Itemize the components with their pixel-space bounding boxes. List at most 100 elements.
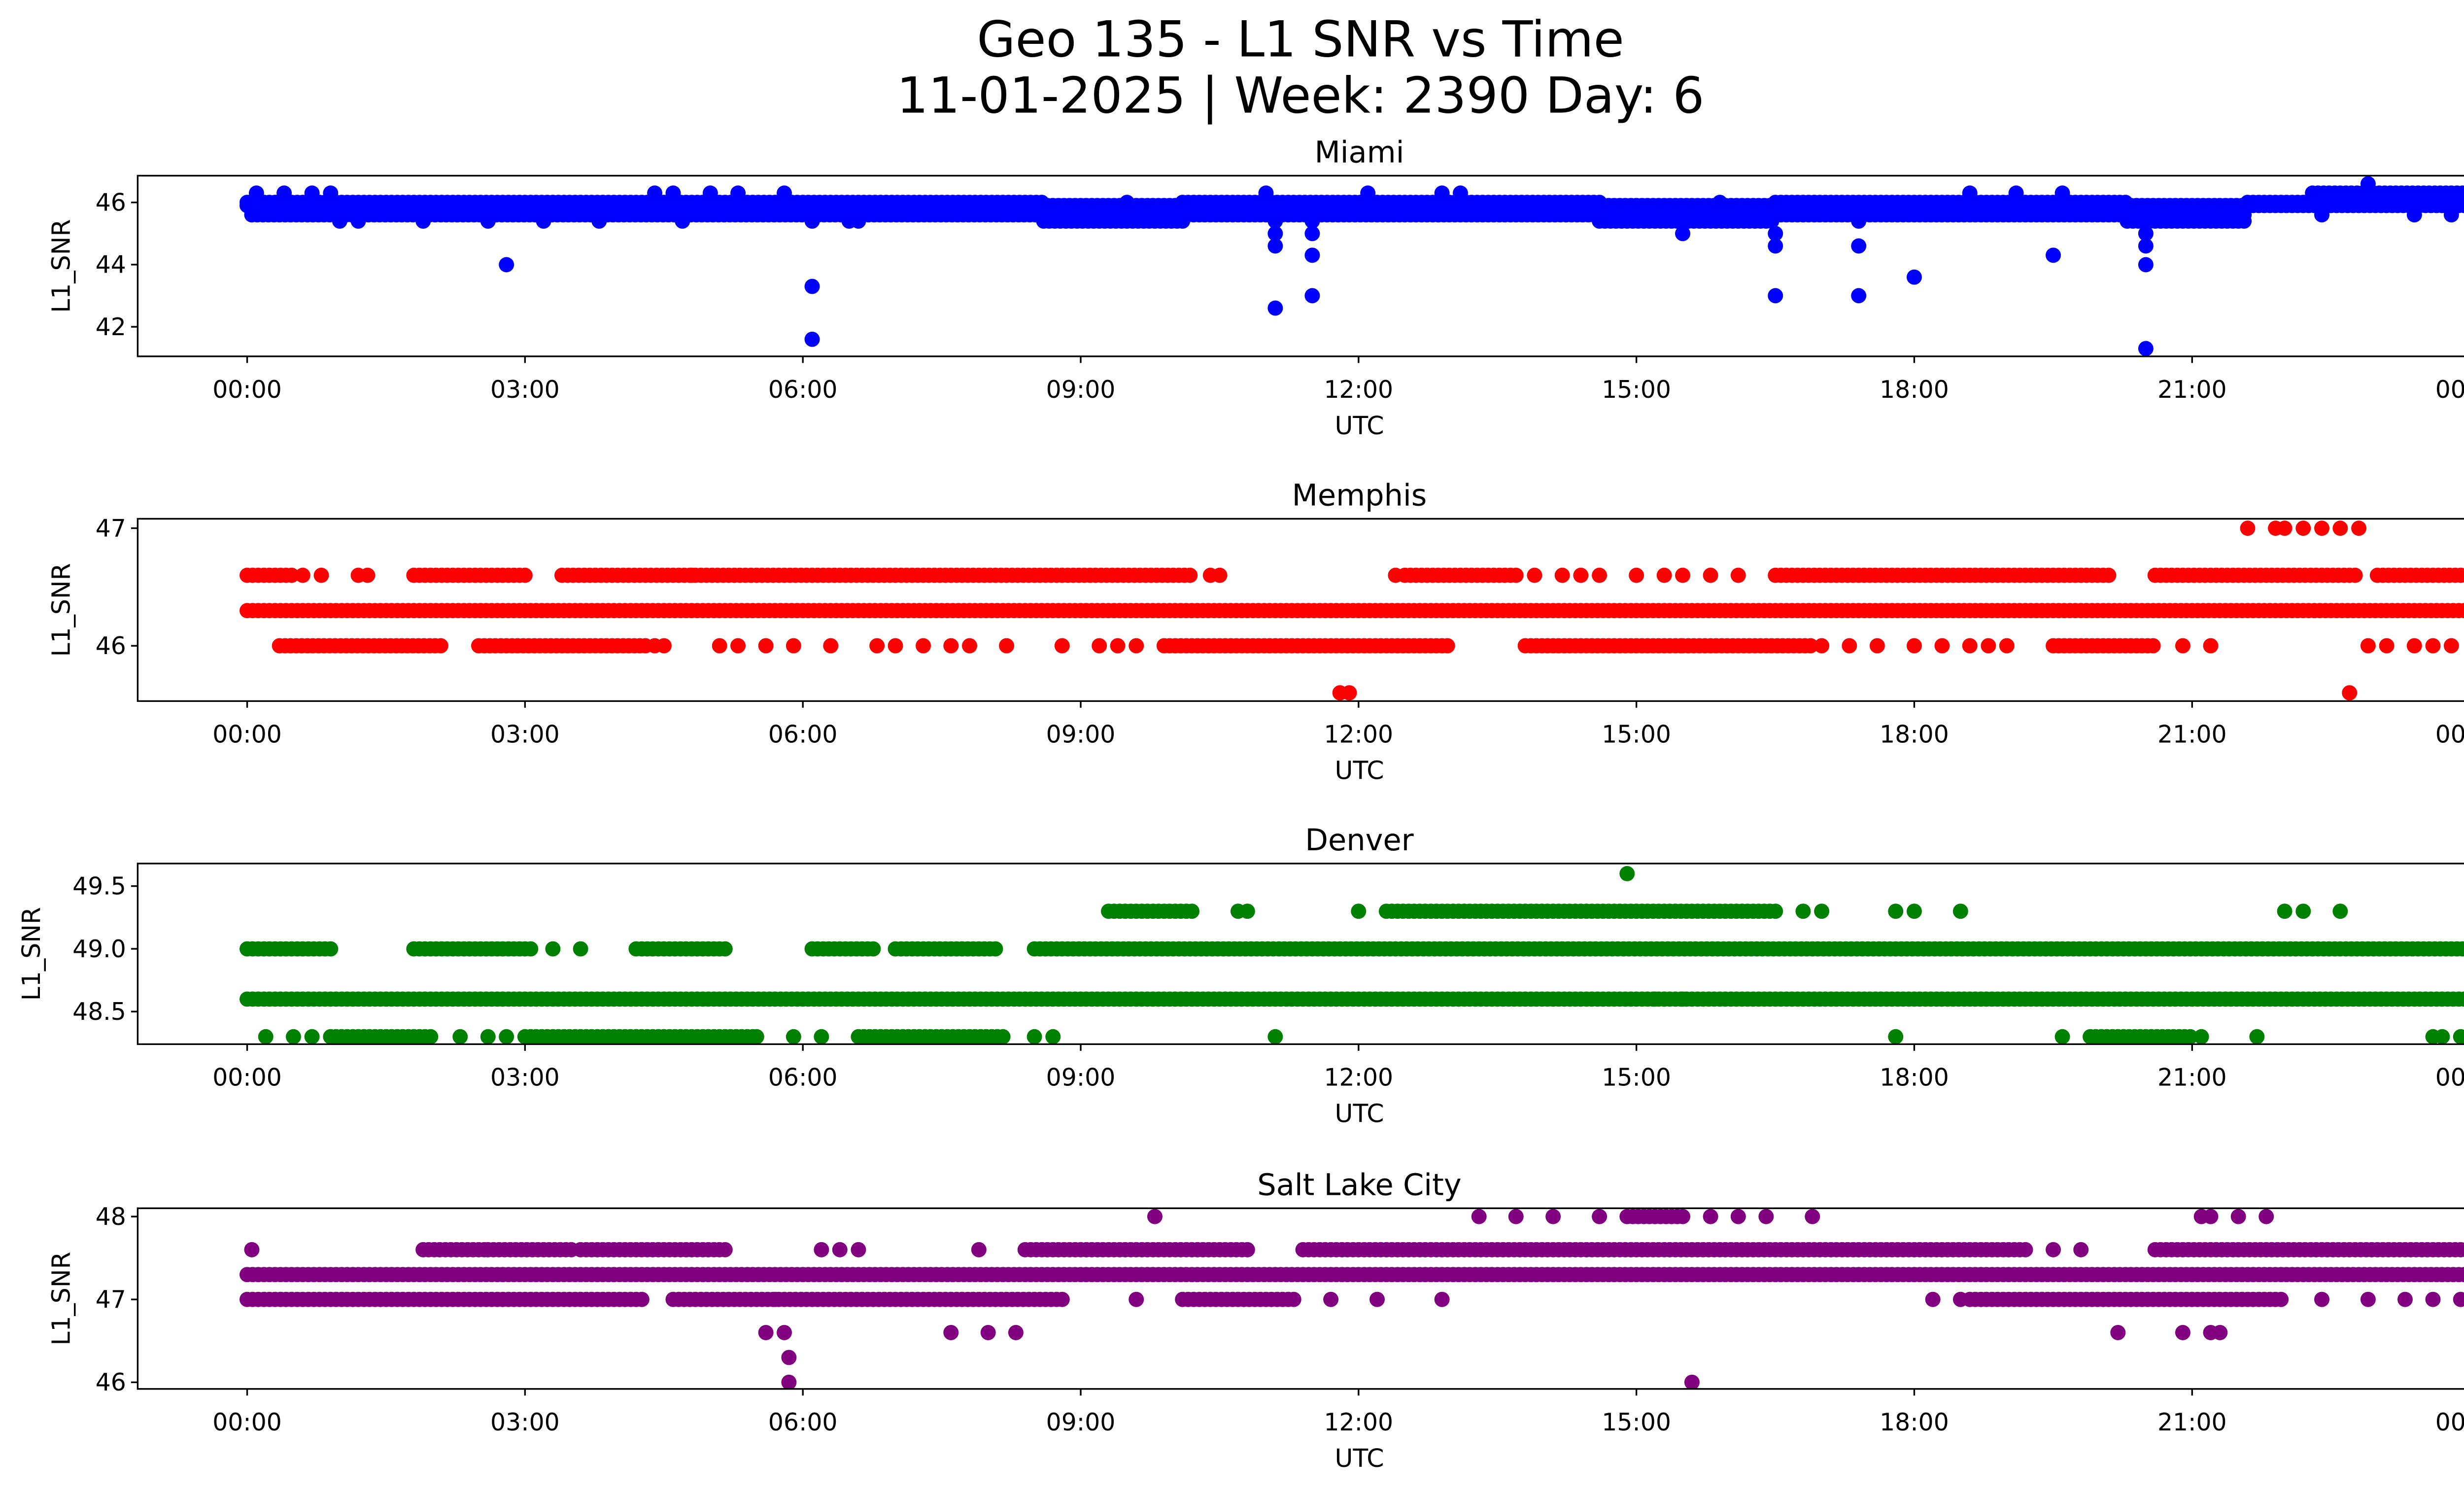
data-point [2145,638,2161,654]
y-tick-label: 48.5 [72,998,126,1026]
data-point [1027,1029,1042,1044]
data-point [1304,247,1320,263]
data-point [1129,638,1144,654]
data-point [304,1029,320,1044]
data-point [2212,1325,2228,1340]
x-tick-label: 00:00 [212,720,282,748]
x-tick-label: 06:00 [768,1408,838,1436]
x-tick-label: 15:00 [1602,720,1671,748]
data-point [684,567,700,583]
y-axis-label: L1_SNR [17,907,46,1001]
data-point [1768,226,1783,242]
data-point [545,941,561,957]
x-tick-label: 03:00 [490,1063,560,1091]
x-tick-label: 03:00 [490,376,560,404]
data-point [1934,638,1950,654]
data-point [2453,1029,2464,1044]
data-point [1730,567,1746,583]
data-point [814,1029,829,1044]
data-point [1906,269,1922,285]
data-point [2193,1029,2209,1044]
data-point [730,185,746,201]
data-point [995,1029,1011,1044]
subplot-title: Memphis [1292,479,1427,513]
data-point [1814,904,1830,919]
data-point [480,213,496,229]
data-point [1712,195,1728,210]
x-tick-label: 06:00 [768,720,838,748]
x-tick-label: 00:00 [212,1408,282,1436]
data-point [248,185,264,201]
y-tick-label: 47 [96,514,126,542]
data-point [2347,567,2363,583]
data-point [2236,207,2252,223]
x-tick-label: 09:00 [1046,1063,1116,1091]
data-point [1388,567,1403,583]
data-point [2046,247,2061,263]
data-point [1592,567,1608,583]
data-point [1656,991,1672,1007]
data-point [1962,185,1978,201]
data-point [2118,195,2133,210]
data-point [1703,1209,1718,1224]
data-point [767,1291,783,1307]
data-point [869,638,885,654]
x-tick-label: 00:00 [2435,1063,2464,1091]
scatter-series-memphis [240,521,2464,701]
data-point [1508,1209,1524,1224]
data-point [2249,1029,2265,1044]
data-point [781,1350,797,1365]
data-point [2443,207,2459,223]
data-point [804,278,820,294]
data-point [1675,567,1691,583]
data-point [1952,1291,1968,1307]
data-point [1684,1374,1700,1389]
data-point [433,638,448,654]
x-tick-label: 06:00 [768,376,838,404]
x-tick-label: 21:00 [2157,720,2227,748]
subplots: Miami 42 44 46 00:00 03:00 06:00 09:00 12:00 15:0… [17,136,2464,1473]
data-point [1147,1209,1163,1224]
data-point [804,213,820,229]
subplot-denver: Denver 48.5 49.0 49.5 00:00 03:00 06:00 09:00 12… [17,823,2464,1128]
data-point [2277,904,2293,919]
data-point [943,638,959,654]
x-tick-label: 21:00 [2157,376,2227,404]
data-point [999,638,1015,654]
data-point [2138,341,2154,356]
data-point [2259,1209,2274,1224]
data-point [2457,1267,2464,1283]
data-point [851,213,866,229]
data-point [1212,567,1228,583]
data-point [2443,638,2459,654]
data-point [1054,638,1070,654]
data-point [832,1242,848,1257]
data-point [1758,1209,1774,1224]
subplot-title: Denver [1305,823,1413,858]
subplot-title: Salt Lake City [1257,1168,1461,1202]
data-point [2314,1291,2329,1307]
data-point [1439,638,1455,654]
data-point [2459,1242,2464,1257]
subplot-miami: Miami 42 44 46 00:00 03:00 06:00 09:00 12:00 15:0… [46,136,2464,440]
x-tick-label: 15:00 [1602,1408,1671,1436]
data-point [1619,866,1635,881]
data-point [1304,226,1320,242]
x-tick-label: 00:00 [2435,720,2464,748]
data-point [1008,1325,1024,1340]
data-point [1054,1291,1070,1307]
data-point [1851,238,1867,254]
x-tick-label: 03:00 [490,1408,560,1436]
data-point [2138,238,2154,254]
data-point [2462,994,2464,1004]
data-point [332,213,347,229]
data-point [423,1029,439,1044]
data-point [1092,638,1107,654]
data-point [2073,1242,2089,1257]
data-point [2101,567,2117,583]
data-point [323,185,339,201]
x-tick-label: 21:00 [2157,1063,2227,1091]
data-point [1554,567,1570,583]
data-point [1592,1209,1608,1224]
